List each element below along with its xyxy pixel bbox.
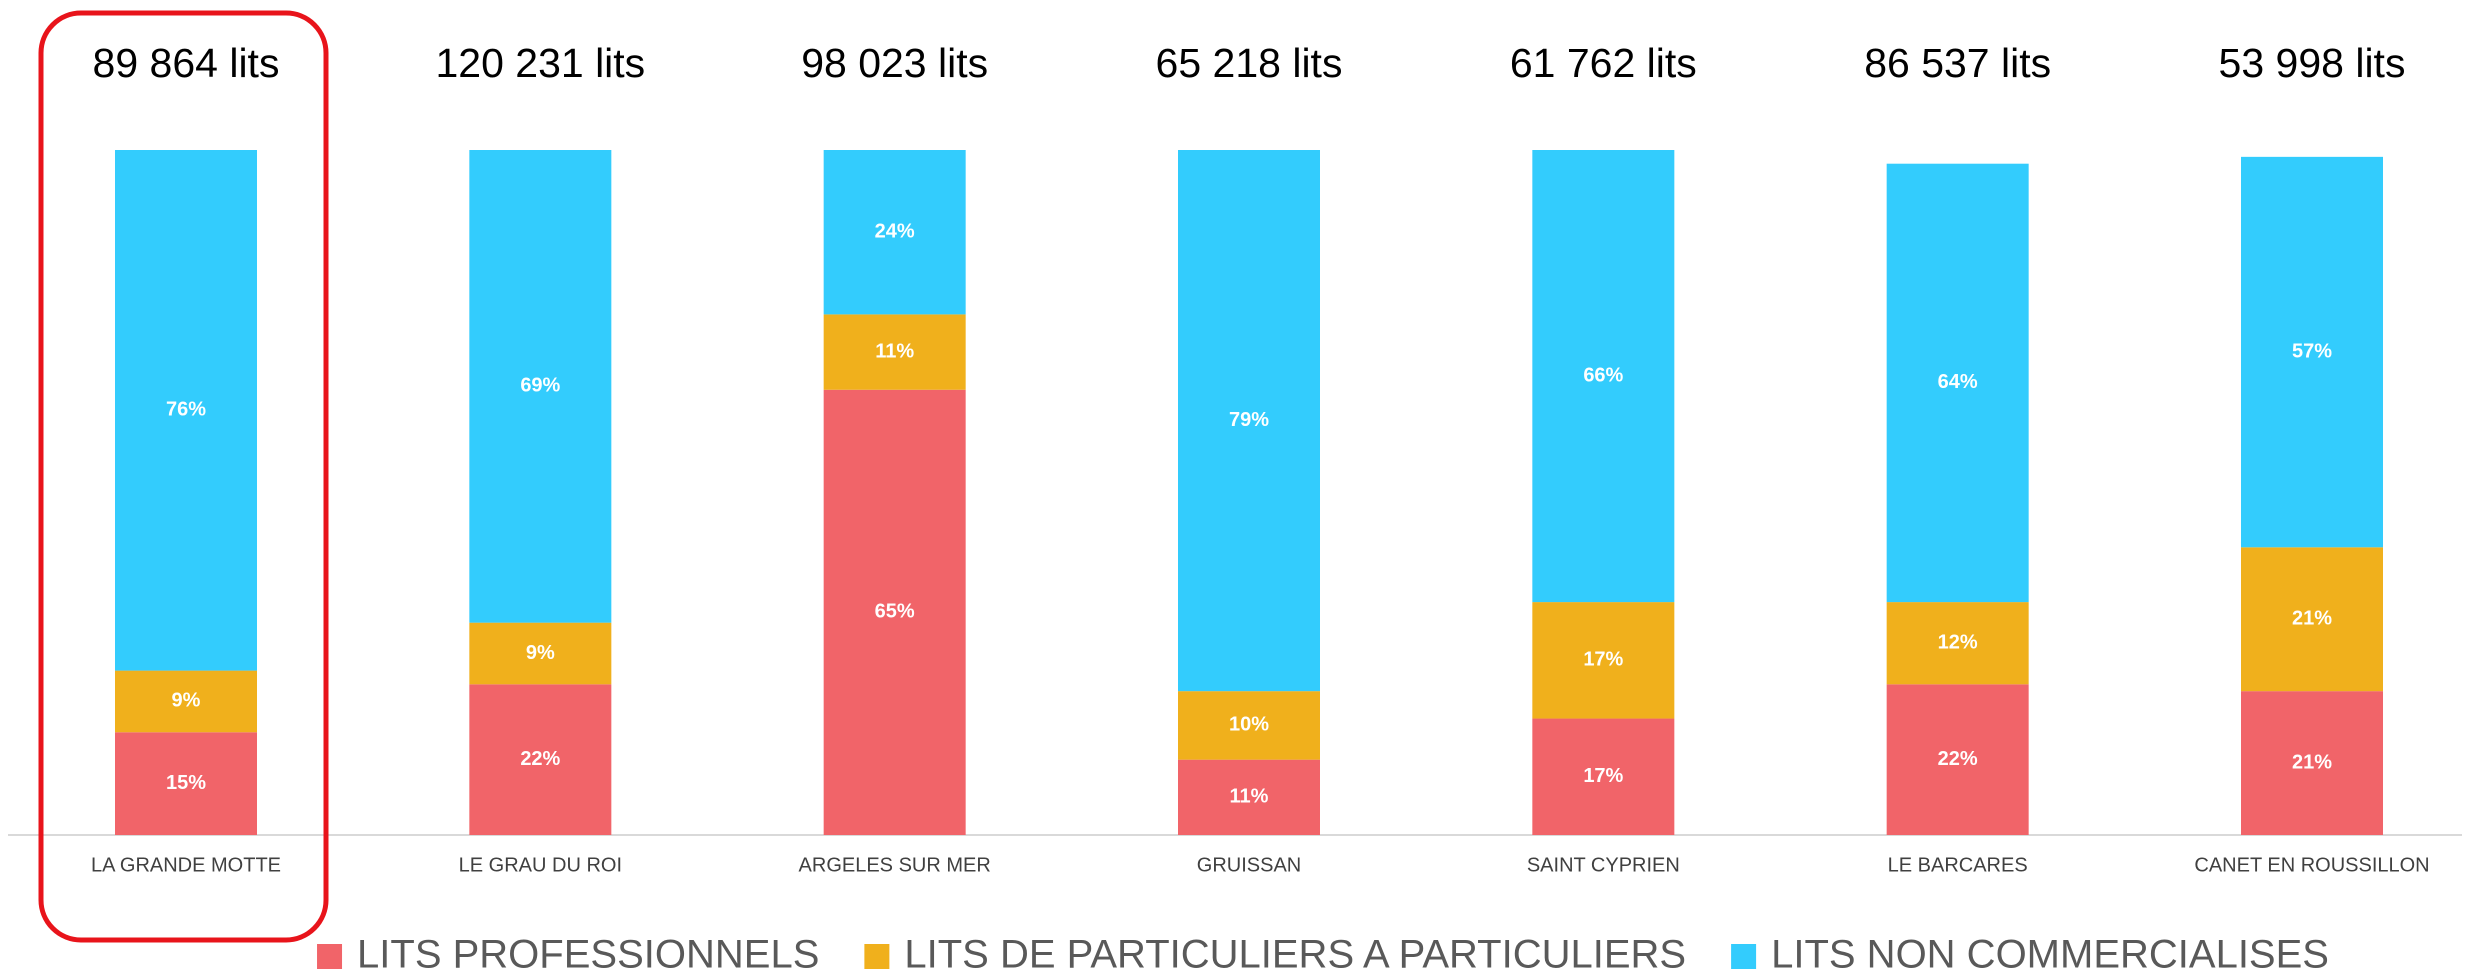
total-label: 61 762 lits [1510,40,1697,86]
value-label: 17% [1583,765,1623,787]
total-label: 98 023 lits [801,40,988,86]
value-label: 15% [166,772,206,794]
value-label: 65% [875,601,915,623]
legend-swatch [317,944,343,969]
bar-segment [1532,718,1675,835]
bar-segment [2241,547,2383,692]
legend-label: LITS PROFESSIONNELS [357,933,819,975]
bar-segment [1178,150,1320,692]
value-label: 9% [526,642,555,664]
x-tick-label: SAINT CYPRIEN [1527,854,1680,876]
value-label: 64% [1938,371,1978,393]
value-label: 17% [1583,649,1623,671]
bar-segment [1532,602,1675,719]
value-label: 9% [172,690,201,712]
bar-segment [469,150,612,623]
value-label: 24% [875,220,915,242]
bar-segment [1886,684,2029,835]
legend-swatch [864,944,890,969]
x-tick-label: LE GRAU DU ROI [459,854,622,876]
bar-segment [823,389,966,835]
bar-segment [115,670,257,733]
bar-segment [1178,759,1320,835]
legend-swatch [1731,944,1757,969]
value-label: 21% [2292,608,2332,630]
value-label: 79% [1229,409,1269,431]
bar-segment [115,732,257,835]
total-label: 120 231 lits [435,40,645,86]
bar-segment [1886,602,2029,685]
legend-label: LITS DE PARTICULIERS A PARTICULIERS [904,933,1686,975]
bar-segment [1886,163,2029,603]
value-label: 10% [1229,714,1269,736]
value-label: 66% [1583,364,1623,386]
bar-segment [2241,156,2383,548]
x-tick-label: GRUISSAN [1197,854,1301,876]
bar-segment [469,684,612,835]
bar-segment [2241,691,2383,835]
total-label: 86 537 lits [1864,40,2051,86]
x-tick-label: LA GRANDE MOTTE [91,854,281,876]
value-label: 21% [2292,751,2332,773]
legend-label: LITS NON COMMERCIALISES [1771,933,2329,975]
value-label: 22% [1938,748,1978,770]
highlight-box [38,10,329,943]
value-label: 57% [2292,340,2332,362]
total-label: 65 218 lits [1156,40,1343,86]
x-tick-label: CANET EN ROUSSILLON [2194,854,2429,876]
bar-segment [823,150,966,315]
value-label: 11% [875,340,914,362]
x-tick-label: LE BARCARES [1888,854,2028,876]
x-tick-label: ARGELES SUR MER [799,854,991,876]
value-label: 12% [1938,631,1978,653]
bar-segment [1532,150,1675,603]
total-label: 89 864 lits [93,40,280,86]
value-label: 22% [520,748,560,770]
value-label: 11% [1230,786,1269,808]
bar-segment [469,622,612,685]
value-label: 69% [520,375,560,397]
bar-segment [823,314,966,390]
value-label: 76% [166,399,206,421]
bar-segment [1178,691,1320,760]
bar-segment [115,150,257,671]
total-label: 53 998 lits [2219,40,2406,86]
